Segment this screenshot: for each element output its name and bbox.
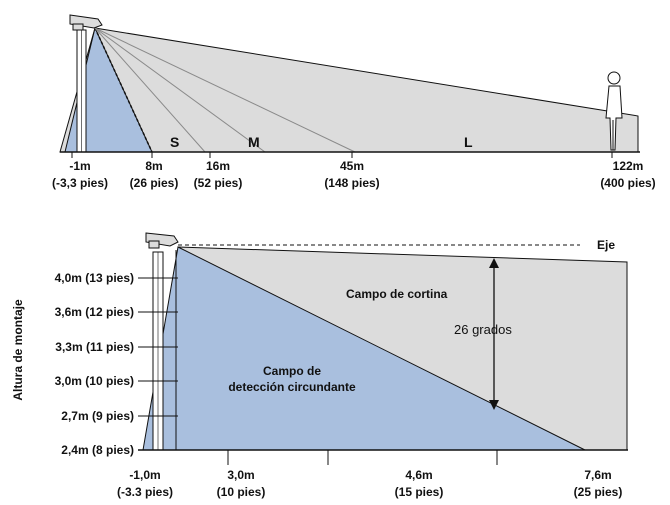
curtain-field-label: Campo de cortina: [346, 287, 448, 301]
detection-field-label: detección circundante: [228, 380, 356, 394]
height-label: 3,0m (10 pies): [55, 374, 134, 388]
top-blue-dashed-edge: [94, 27, 153, 153]
top-camera-icon: [69, 14, 103, 31]
top-distance-ft: (52 pies): [194, 176, 243, 190]
height-label: 2,7m (9 pies): [61, 409, 134, 423]
bottom-distance-ft: (25 pies): [574, 485, 623, 499]
top-distance-m: 45m: [340, 159, 364, 173]
bottom-camera-icon: [145, 232, 179, 249]
bottom-distance-m: -1,0m: [129, 468, 160, 482]
top-distance-ft: (400 pies): [600, 176, 655, 190]
height-label: 3,3m (11 pies): [55, 340, 134, 354]
bottom-distance-ft: (-3.3 pies): [117, 485, 173, 499]
eje-label: Eje: [597, 238, 615, 252]
height-label: 4,0m (13 pies): [55, 271, 134, 285]
top-ticks: [71, 152, 613, 158]
height-label: 3,6m (12 pies): [55, 305, 134, 319]
top-diagram: S M L -1m (-3,3 pies) 8m (26 pies) 16m (…: [52, 14, 656, 190]
detection-field-label: Campo de: [263, 364, 321, 378]
top-distance-m: 16m: [206, 159, 230, 173]
bottom-distance-ft: (15 pies): [395, 485, 444, 499]
zone-label-m: M: [248, 134, 260, 150]
top-distance-m: 122m: [613, 159, 644, 173]
bottom-distance-m: 3,0m: [227, 468, 254, 482]
top-gray-field: [59, 27, 639, 153]
top-distance-ft: (148 pies): [324, 176, 379, 190]
zone-label-s: S: [170, 134, 179, 150]
top-rays: [94, 27, 356, 153]
person-icon: [604, 71, 626, 153]
height-label: 2,4m (8 pies): [61, 443, 134, 457]
bottom-ticks: [227, 450, 498, 465]
bottom-diagram: Eje Campo de cortina 26 grados Campo de …: [11, 232, 628, 499]
angle-label: 26 grados: [454, 322, 512, 337]
top-distance-ft: (-3,3 pies): [52, 176, 108, 190]
bottom-distance-m: 4,6m: [405, 468, 432, 482]
zone-label-l: L: [464, 134, 473, 150]
top-distance-m: 8m: [145, 159, 162, 173]
mounting-height-axis-label: Altura de montaje: [11, 299, 25, 401]
bottom-distance-ft: (10 pies): [217, 485, 266, 499]
top-distance-ft: (26 pies): [130, 176, 179, 190]
top-distance-m: -1m: [69, 159, 90, 173]
bottom-distance-m: 7,6m: [584, 468, 611, 482]
angle-arrow: [489, 258, 499, 410]
